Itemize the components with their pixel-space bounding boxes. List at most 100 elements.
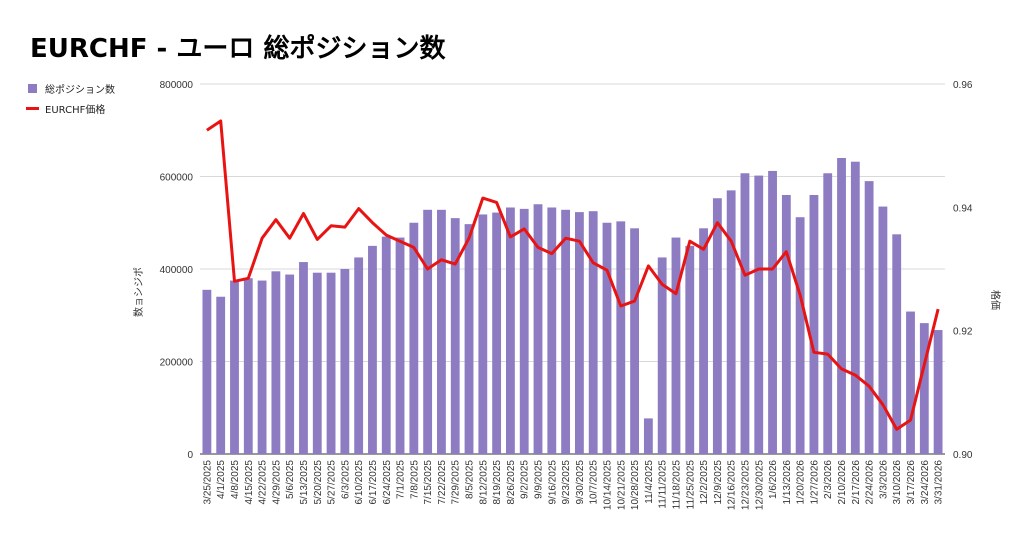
x-tick-label: 8/5/2025 bbox=[465, 460, 476, 499]
x-tick-label: 2/17/2026 bbox=[851, 460, 862, 505]
x-tick-label: 10/14/2025 bbox=[602, 460, 613, 510]
bar bbox=[409, 222, 419, 454]
bar-series bbox=[202, 158, 943, 454]
x-tick-label: 3/31/2026 bbox=[934, 460, 945, 505]
y-tick-label: 600000 bbox=[160, 173, 194, 184]
x-tick-label: 6/10/2025 bbox=[354, 460, 365, 505]
x-tick-label: 12/2/2025 bbox=[699, 460, 710, 505]
x-tick-label: 12/9/2025 bbox=[713, 460, 724, 505]
legend-label-price: EURCHF価格 bbox=[45, 104, 106, 116]
bar bbox=[478, 214, 488, 454]
y2-tick-label: 0.90 bbox=[953, 450, 973, 461]
y-axis-title: 数ョシジポ bbox=[132, 267, 145, 317]
x-tick-label: 7/22/2025 bbox=[437, 460, 448, 505]
legend-item-positions: 総ポジション数 bbox=[26, 78, 115, 98]
bar bbox=[685, 245, 695, 454]
bar bbox=[533, 204, 543, 454]
bar bbox=[506, 207, 515, 454]
bar bbox=[368, 245, 377, 454]
bar bbox=[726, 190, 736, 454]
bar bbox=[354, 257, 364, 454]
chart-title: EURCHF - ユーロ 総ポジション数 bbox=[30, 34, 446, 64]
bar bbox=[381, 236, 391, 454]
x-tick-label: 4/22/2025 bbox=[258, 460, 269, 505]
bar bbox=[519, 208, 529, 454]
x-tick-label: 5/6/2025 bbox=[285, 460, 296, 499]
bar bbox=[850, 161, 860, 454]
legend: 総ポジション数 EURCHF価格 bbox=[26, 78, 115, 118]
bar bbox=[423, 209, 433, 454]
y2-tick-label: 0.92 bbox=[953, 327, 973, 338]
y2-tick-label: 0.94 bbox=[953, 203, 973, 214]
x-tick-label: 8/26/2025 bbox=[506, 460, 517, 505]
x-tick-label: 8/12/2025 bbox=[478, 460, 489, 505]
bar bbox=[326, 272, 336, 454]
bar bbox=[630, 228, 639, 454]
x-tick-label: 11/11/2025 bbox=[658, 460, 669, 509]
bar bbox=[837, 158, 846, 454]
x-tick-label: 9/30/2025 bbox=[575, 460, 586, 505]
bar bbox=[450, 218, 460, 454]
x-tick-label: 4/1/2025 bbox=[216, 460, 227, 499]
x-tick-label: 5/13/2025 bbox=[299, 460, 310, 505]
x-tick-label: 2/24/2026 bbox=[865, 460, 876, 505]
x-tick-label: 6/24/2025 bbox=[382, 460, 393, 505]
bar bbox=[809, 195, 819, 454]
x-axis: 3/25/2025 4/1/2025 4/8/2025 4/15/2025 4/22/2… bbox=[202, 460, 944, 510]
x-tick-label: 3/17/2026 bbox=[906, 460, 917, 505]
y-axis-right: 0.96 0.94 0.92 0.90 bbox=[953, 80, 973, 461]
x-tick-label: 10/21/2025 bbox=[616, 460, 627, 510]
x-tick-label: 12/23/2025 bbox=[740, 460, 751, 510]
bar bbox=[754, 175, 764, 454]
x-tick-label: 10/28/2025 bbox=[630, 460, 641, 510]
x-tick-label: 9/9/2025 bbox=[534, 460, 545, 499]
bar bbox=[271, 271, 281, 454]
x-tick-label: 7/29/2025 bbox=[451, 460, 462, 505]
y-tick-label: 200000 bbox=[160, 358, 194, 369]
bar bbox=[561, 209, 571, 454]
x-tick-label: 4/29/2025 bbox=[271, 460, 282, 505]
x-tick-label: 1/27/2026 bbox=[809, 460, 820, 505]
legend-swatch-line bbox=[26, 106, 39, 110]
x-tick-label: 9/16/2025 bbox=[547, 460, 558, 505]
y2-axis-title: 格価 bbox=[989, 290, 1002, 310]
bar bbox=[340, 269, 350, 454]
y-tick-label: 0 bbox=[187, 450, 193, 461]
bar bbox=[781, 195, 791, 454]
bar bbox=[299, 262, 308, 454]
y2-tick-label: 0.96 bbox=[953, 80, 973, 91]
x-tick-label: 12/16/2025 bbox=[727, 460, 738, 510]
bar bbox=[795, 217, 805, 454]
bar bbox=[892, 234, 902, 454]
price-line-series bbox=[206, 119, 940, 431]
x-tick-label: 7/15/2025 bbox=[423, 460, 434, 505]
bar bbox=[243, 278, 253, 454]
y-axis-left: 800000 600000 400000 200000 0 bbox=[160, 80, 194, 461]
price-line bbox=[206, 119, 940, 431]
bar bbox=[492, 212, 502, 454]
bar bbox=[740, 173, 750, 454]
bar bbox=[395, 237, 405, 454]
x-tick-label: 2/3/2026 bbox=[823, 460, 834, 499]
x-tick-label: 11/4/2025 bbox=[644, 460, 655, 504]
bar bbox=[919, 323, 929, 454]
bar bbox=[768, 170, 777, 454]
x-tick-label: 4/8/2025 bbox=[230, 460, 241, 499]
x-tick-label: 3/3/2026 bbox=[878, 460, 889, 499]
x-tick-label: 11/18/2025 bbox=[671, 460, 682, 510]
bar bbox=[216, 296, 226, 454]
bar bbox=[878, 206, 888, 454]
bar bbox=[933, 330, 943, 454]
bar bbox=[464, 224, 474, 454]
x-tick-label: 9/23/2025 bbox=[561, 460, 572, 505]
bar bbox=[574, 212, 584, 454]
x-tick-label: 4/15/2025 bbox=[244, 460, 255, 505]
legend-item-price: EURCHF価格 bbox=[26, 98, 115, 118]
bar bbox=[285, 274, 295, 454]
x-tick-label: 6/3/2025 bbox=[340, 460, 351, 499]
bar bbox=[616, 221, 626, 454]
x-tick-label: 7/8/2025 bbox=[409, 460, 420, 499]
x-tick-label: 1/13/2026 bbox=[782, 460, 793, 505]
x-tick-label: 3/24/2026 bbox=[920, 460, 931, 505]
